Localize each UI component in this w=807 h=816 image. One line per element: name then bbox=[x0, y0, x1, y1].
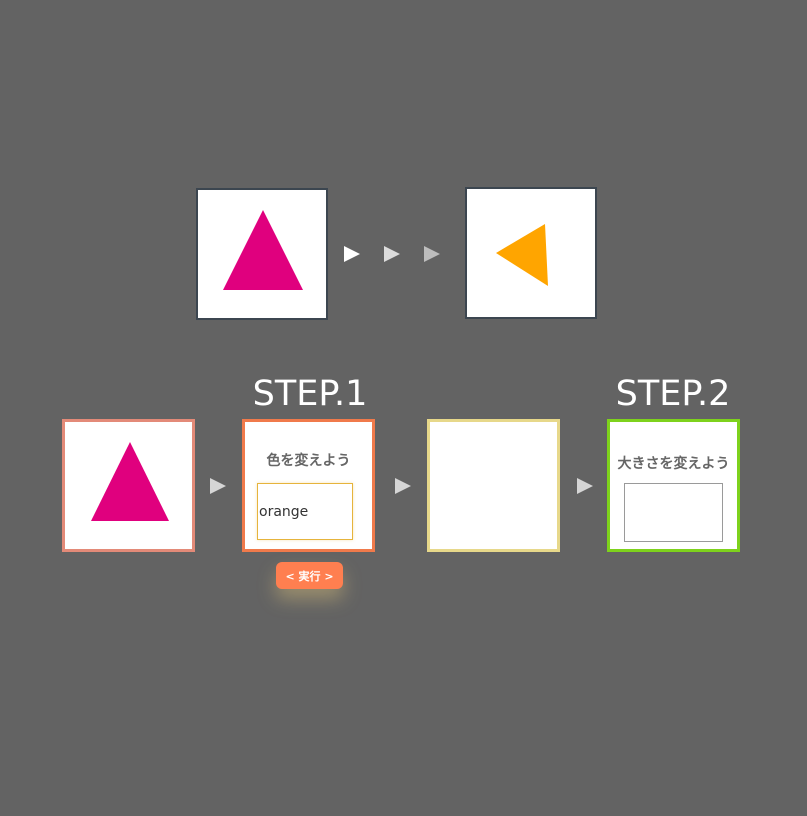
preview-arrow-1-icon bbox=[344, 246, 360, 262]
step2-panel: 大きさを変えよう bbox=[607, 419, 740, 552]
result-panel bbox=[427, 419, 560, 552]
preview-arrow-3-icon bbox=[424, 246, 440, 262]
source-triangle bbox=[91, 442, 169, 521]
step-arrow-3-icon bbox=[577, 478, 593, 494]
step1-panel: 色を変えよう bbox=[242, 419, 375, 552]
preview-before-canvas bbox=[223, 210, 303, 290]
size-input[interactable] bbox=[624, 483, 723, 542]
preview-after-triangle bbox=[496, 224, 548, 286]
run-button[interactable]: < 実行 > bbox=[276, 562, 343, 589]
preview-before-panel bbox=[196, 188, 328, 320]
source-shape-canvas bbox=[91, 442, 169, 521]
preview-before-triangle bbox=[223, 210, 303, 290]
step-arrow-2-icon bbox=[395, 478, 411, 494]
step2-title: STEP.2 bbox=[615, 374, 731, 414]
step2-heading: 大きさを変えよう bbox=[617, 456, 730, 472]
step1-heading: 色を変えよう bbox=[266, 453, 351, 469]
preview-after-panel bbox=[465, 187, 597, 319]
color-input[interactable] bbox=[257, 483, 353, 540]
step-arrow-1-icon bbox=[210, 478, 226, 494]
preview-after-canvas bbox=[496, 224, 548, 286]
source-shape-panel bbox=[62, 419, 195, 552]
step1-title: STEP.1 bbox=[252, 374, 368, 414]
preview-arrow-2-icon bbox=[384, 246, 400, 262]
